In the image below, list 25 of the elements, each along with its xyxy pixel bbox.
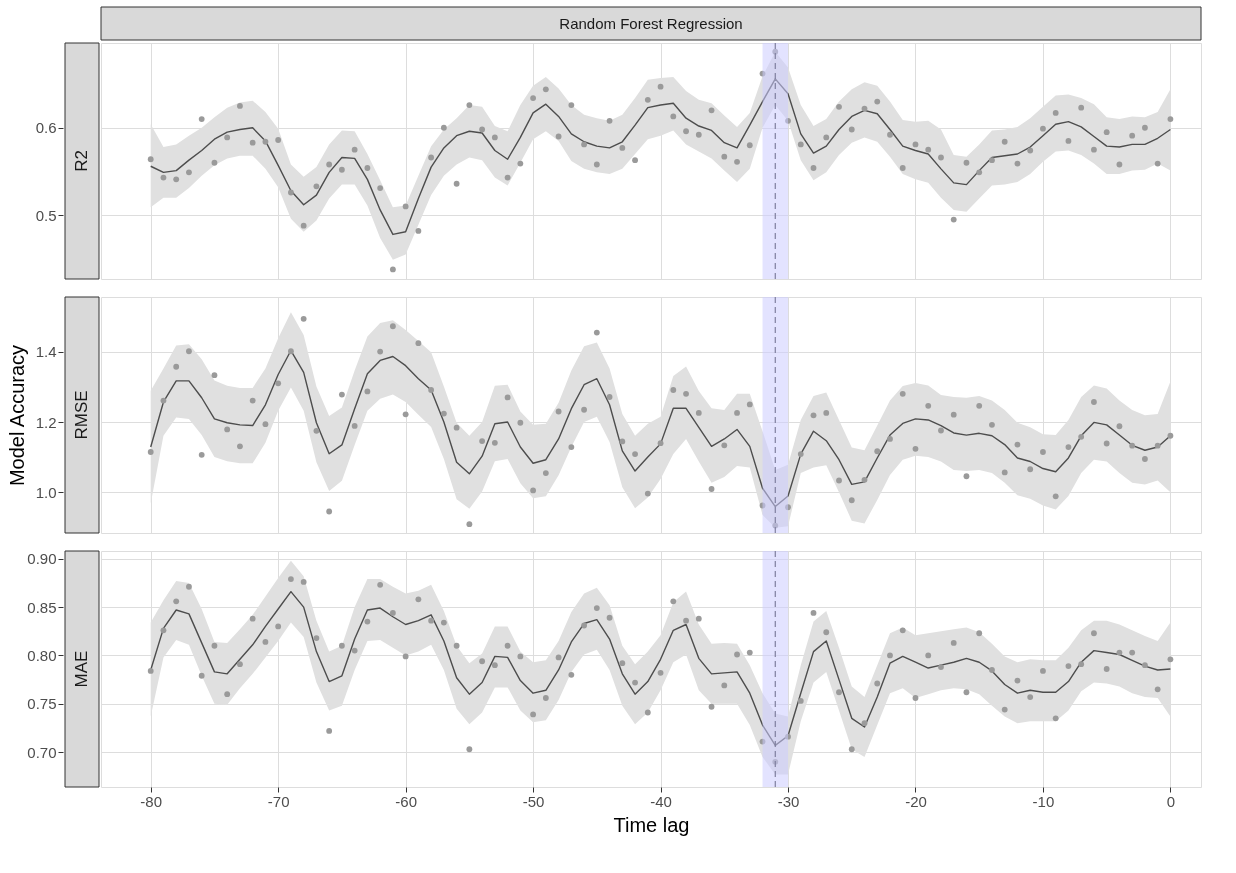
text: RMSE [72,390,91,440]
x-tick-label: -70 [267,792,290,810]
x-tick-label: -60 [395,792,417,810]
x-tick-label: -30 [777,792,800,810]
y-tick-label: 0.5 [35,206,57,224]
y-tick-label: 1.0 [35,483,57,501]
text: R2 [72,150,91,172]
x-tick-label: -80 [140,792,163,810]
x-tick-label: -40 [650,792,672,810]
x-tick-label: -20 [905,792,927,810]
y-tick-label: 0.80 [27,646,57,664]
y-axis-title: Model Accuracy [5,344,28,487]
y-tick-label: 0.6 [35,119,57,137]
text: MAE [72,650,91,688]
x-tick-label: 0 [1166,792,1176,810]
y-tick-label: 1.4 [35,343,57,361]
y-tick-label: 0.70 [27,743,57,761]
x-tick-label: -10 [1032,792,1055,810]
y-tick-label: 1.2 [35,413,57,431]
x-tick-label: -50 [522,792,545,810]
y-tick-label: 0.85 [27,598,57,616]
chart-title: Random Forest Regression [559,15,743,32]
y-tick-label: 0.75 [27,695,57,713]
y-tick-label: 0.90 [27,550,57,568]
x-axis-title: Time lag [613,813,690,836]
